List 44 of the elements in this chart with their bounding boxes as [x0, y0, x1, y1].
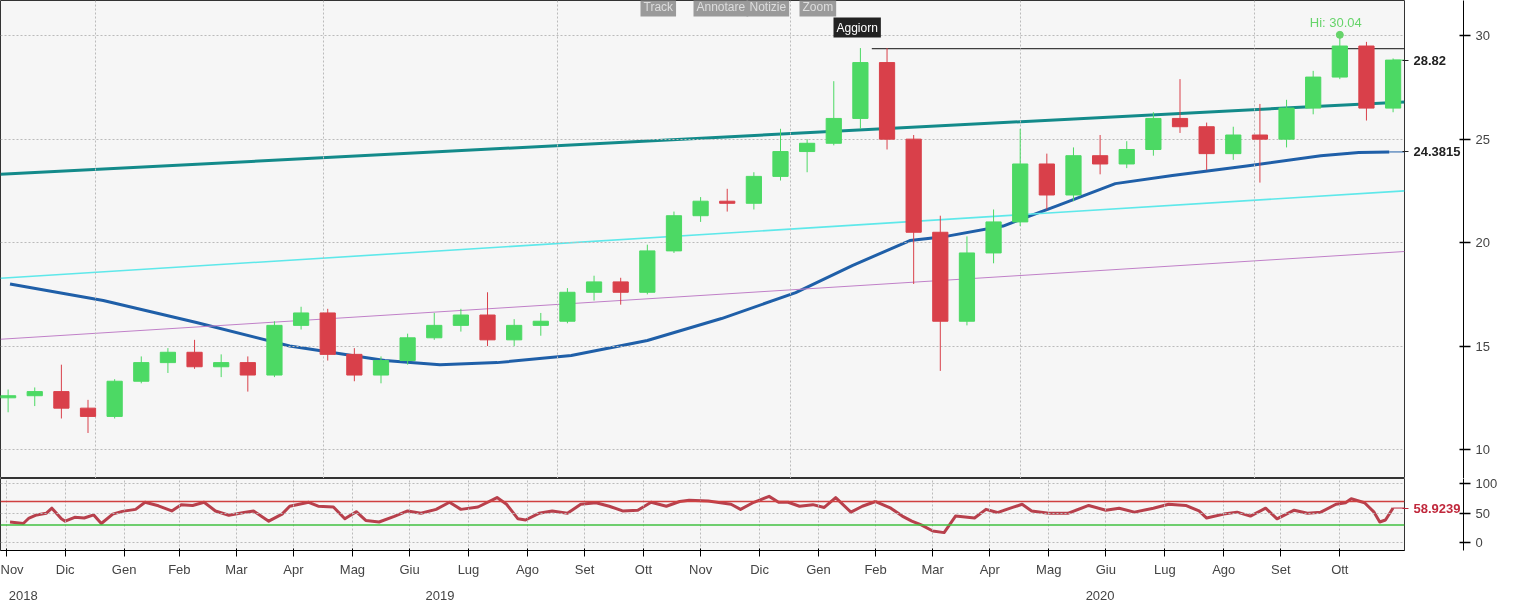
- x-tick-label: Ott: [1331, 561, 1349, 577]
- y-tick-label: 100: [1475, 476, 1498, 492]
- annotation: 28.82: [1413, 52, 1447, 68]
- y-tick-label: 50: [1475, 505, 1490, 521]
- x-tick-label: Ott: [634, 561, 653, 577]
- x-tick-label: Mag: [339, 561, 366, 577]
- x2-tick-label: 2020: [1085, 587, 1115, 602]
- x-tick-label: Lug: [457, 561, 480, 577]
- annotation: 58.9239: [1413, 500, 1461, 516]
- x2-tick-label: 2018: [8, 587, 38, 602]
- annotation: 24.3815: [1413, 144, 1461, 160]
- y-tick-label: 30: [1475, 28, 1490, 44]
- y-tick-label: 15: [1475, 338, 1490, 354]
- annotation: Aggiorn: [836, 20, 878, 35]
- x-tick-label: Apr: [283, 561, 305, 577]
- x-tick-label: Dic: [750, 561, 770, 577]
- annotation: Track: [643, 0, 675, 14]
- x-tick-label: Lug: [1153, 561, 1176, 577]
- y-tick-label: 25: [1475, 131, 1490, 147]
- x-tick-label: Mar: [921, 561, 945, 577]
- y-tick-label: 10: [1475, 442, 1490, 458]
- x-tick-label: Nov: [0, 561, 25, 577]
- x-tick-label: Nov: [689, 561, 713, 577]
- x-tick-label: Gen: [806, 561, 831, 577]
- annotation: Hi: 30.04: [1309, 14, 1362, 30]
- x-tick-label: Giu: [1095, 561, 1116, 577]
- y-tick-label: 0: [1475, 535, 1483, 551]
- x-tick-label: Dic: [55, 561, 76, 577]
- x-tick-label: Set: [1271, 561, 1291, 577]
- x-tick-label: Feb: [864, 561, 887, 577]
- x-tick-label: Apr: [979, 561, 1001, 577]
- annotation: Annotare: [696, 0, 746, 14]
- x2-tick-label: 2019: [425, 587, 455, 602]
- x-tick-label: Gen: [111, 561, 137, 577]
- x-tick-label: Ago: [1212, 561, 1236, 577]
- x-tick-label: Mag: [1036, 561, 1062, 577]
- x-tick-label: Mar: [225, 561, 249, 577]
- annotation: Zoom: [802, 0, 834, 14]
- x-tick-label: Giu: [399, 561, 420, 577]
- annotation: Notizie: [749, 0, 787, 14]
- x-tick-label: Set: [574, 561, 595, 577]
- x-tick-label: Feb: [168, 561, 191, 577]
- y-tick-label: 20: [1475, 235, 1490, 251]
- x-tick-label: Ago: [515, 561, 540, 577]
